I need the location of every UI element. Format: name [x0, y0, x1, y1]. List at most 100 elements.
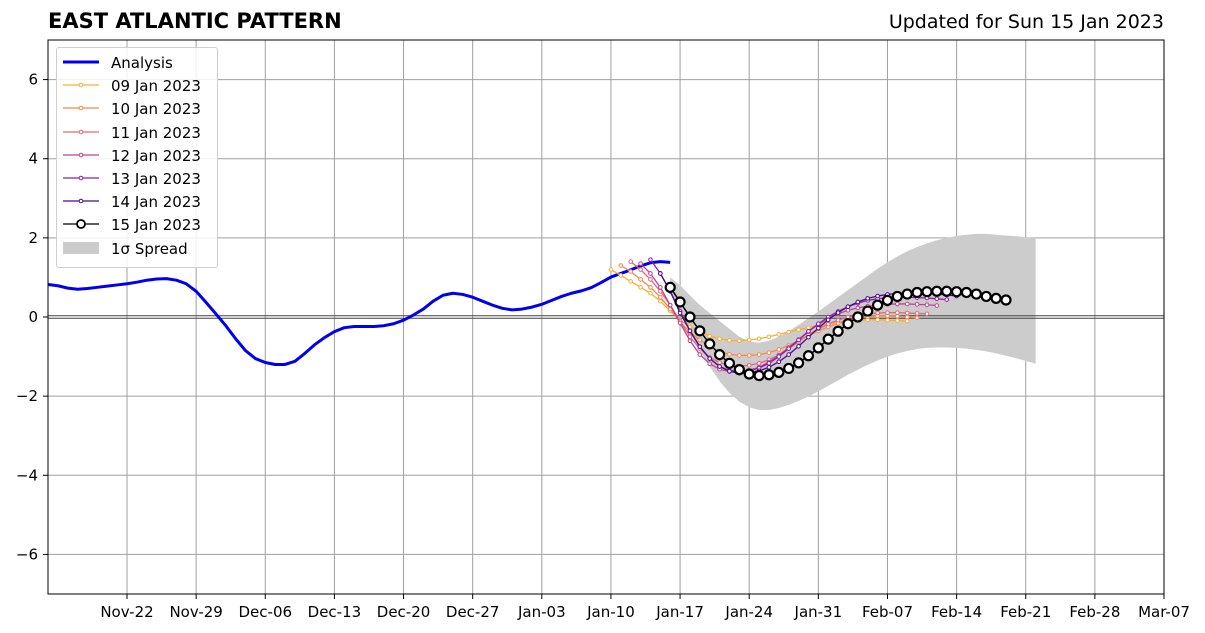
data-point: [746, 362, 752, 368]
legend-swatch: [63, 241, 99, 254]
data-point: [875, 293, 880, 299]
data-point: [792, 357, 805, 369]
data-point: [677, 320, 683, 326]
data-point: [618, 263, 624, 268]
x-tick-label: Feb-14: [931, 603, 982, 621]
series-line: [47, 260, 671, 366]
data-point: [944, 297, 950, 302]
data-point: [638, 285, 643, 290]
data-point: [684, 311, 696, 323]
data-point: [687, 338, 693, 344]
data-point: [786, 346, 792, 351]
data-point: [648, 285, 653, 290]
data-point: [733, 364, 745, 376]
data-point: [980, 290, 992, 303]
data-point: [717, 360, 722, 365]
data-point: [727, 351, 732, 357]
series-analysis: [47, 260, 671, 366]
data-point: [904, 314, 910, 320]
legend-swatch: [63, 219, 99, 230]
data-point: [825, 321, 831, 327]
data-point: [842, 318, 854, 330]
data-point: [825, 317, 831, 323]
data-point: [970, 288, 982, 300]
data-point: [990, 292, 1002, 305]
legend-item: 11 Jan 2023: [57, 121, 217, 144]
data-point: [1000, 294, 1012, 306]
data-point: [885, 317, 890, 323]
data-point: [776, 359, 782, 365]
x-tick-label: Dec-13: [308, 603, 362, 621]
data-point: [638, 261, 643, 266]
data-point: [835, 317, 841, 323]
legend-label: 11 Jan 2023: [111, 123, 201, 142]
data-point: [862, 305, 874, 317]
data-point: [865, 296, 871, 301]
data-point: [756, 352, 762, 357]
legend-item: 1σ Spread: [57, 237, 217, 260]
data-point: [727, 368, 732, 374]
data-point: [638, 277, 643, 282]
data-point: [743, 368, 755, 380]
data-point: [697, 352, 703, 357]
zero-line: [48, 315, 1164, 319]
data-point: [901, 288, 913, 300]
data-point: [694, 325, 706, 337]
data-point: [934, 296, 940, 302]
x-tick-label: Feb-07: [862, 603, 913, 621]
data-point: [934, 303, 940, 308]
data-point: [638, 267, 643, 272]
chart-title: EAST ATLANTIC PATTERN: [48, 9, 342, 33]
legend-label: 10 Jan 2023: [111, 100, 201, 119]
legend-label: 14 Jan 2023: [111, 193, 201, 212]
y-tick-label: −2: [16, 387, 38, 405]
legend-swatch: [63, 198, 99, 204]
plot-frame: [47, 39, 1165, 595]
data-point: [756, 360, 762, 366]
x-tick-label: Jan-17: [655, 603, 704, 621]
y-tick-label: 6: [28, 71, 38, 89]
data-point: [746, 337, 752, 343]
data-point: [786, 352, 792, 357]
data-point: [871, 299, 884, 311]
data-point: [776, 332, 782, 337]
legend-swatch: [63, 152, 99, 158]
data-point: [951, 286, 963, 298]
data-point: [727, 338, 732, 343]
data-point: [717, 336, 722, 342]
data-point: [816, 321, 821, 327]
data-point: [911, 286, 923, 299]
series-15-jan-2023: [664, 281, 1012, 382]
data-point: [875, 317, 880, 323]
data-point: [806, 328, 811, 334]
data-point: [658, 271, 663, 276]
legend-item: Analysis: [57, 51, 217, 74]
data-point: [737, 338, 742, 344]
data-point: [855, 299, 861, 305]
data-point: [707, 356, 712, 361]
data-point: [783, 362, 795, 375]
data-point: [687, 328, 693, 334]
data-point: [921, 286, 933, 298]
y-tick-label: 0: [28, 308, 38, 326]
series-lines: [47, 257, 1012, 382]
data-point: [806, 325, 811, 330]
data-point: [832, 325, 844, 337]
legend-swatch: [63, 82, 99, 88]
data-point: [707, 333, 712, 339]
x-tick-label: Feb-21: [1000, 603, 1051, 621]
x-tick-label: Nov-29: [169, 603, 222, 621]
data-point: [608, 267, 614, 272]
data-point: [796, 337, 801, 343]
legend-swatch: [63, 129, 99, 134]
data-point: [717, 364, 722, 369]
data-point: [628, 259, 633, 264]
legend-label: 13 Jan 2023: [111, 170, 201, 188]
data-point: [766, 350, 772, 355]
data-point: [707, 361, 712, 366]
data-point: [845, 304, 851, 310]
x-tick-label: Jan-03: [517, 603, 566, 621]
legend-label: Analysis: [111, 54, 173, 72]
data-point: [914, 311, 920, 316]
legend-swatch: [63, 106, 99, 111]
